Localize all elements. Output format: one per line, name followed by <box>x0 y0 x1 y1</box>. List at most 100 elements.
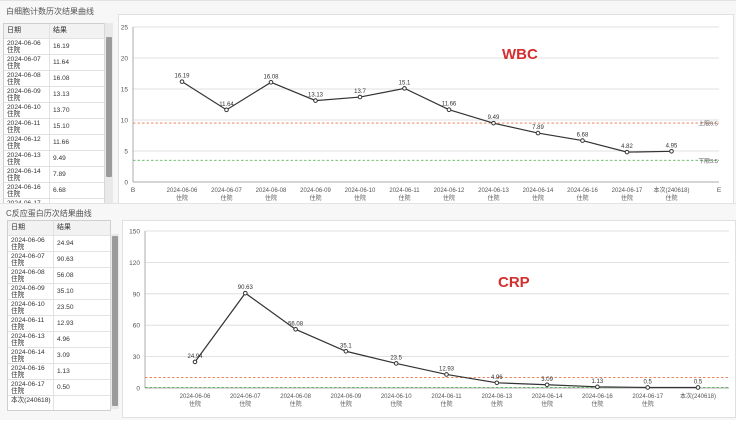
result-cell: 16.08 <box>53 75 70 82</box>
date-value: 2024-06-10 <box>11 300 45 308</box>
x-tick-label: 2024-06-16 <box>582 394 613 400</box>
visit-type: 住院 <box>7 78 21 86</box>
data-point <box>243 290 248 296</box>
x-tick-label: 2024-06-09 <box>300 188 331 194</box>
visit-type: 住院 <box>7 126 21 134</box>
x-tick-sublabel: 住院 <box>189 400 201 408</box>
table-row[interactable]: 本次(240618) <box>8 396 110 410</box>
x-tick-label: 2024-06-07 <box>211 188 242 194</box>
y-tick-label: 20 <box>121 56 129 63</box>
table-row[interactable]: 2024-06-14 住院 3.09 <box>8 348 110 364</box>
date-cell: 2024-06-14 住院 <box>4 167 50 182</box>
date-value: 2024-06-17 <box>11 380 45 388</box>
x-tick-sublabel: 住院 <box>642 400 654 408</box>
table-row[interactable]: 2024-06-06 住院 24.94 <box>8 236 110 252</box>
wbc-table-scrollbar[interactable] <box>104 23 113 203</box>
date-cell: 2024-06-16 住院 <box>4 183 50 198</box>
date-cell: 本次(240618) <box>8 396 54 410</box>
table-row[interactable]: 2024-06-11 住院 12.93 <box>8 316 110 332</box>
x-tick-sublabel: 住院 <box>665 194 677 202</box>
crp-panel: C反应蛋白历次结果曲线 日期 结果 2024-06-06 住院 24.94 2024-… <box>0 203 736 420</box>
crp-line-chart: 03060901201502024-06-06住院2024-06-07住院202… <box>129 229 729 408</box>
table-row[interactable]: 2024-06-07 住院 11.64 <box>4 55 104 71</box>
scrollbar-thumb[interactable] <box>112 236 118 406</box>
table-row[interactable]: 2024-06-09 住院 35.10 <box>8 284 110 300</box>
data-point <box>179 79 185 84</box>
date-value: 2024-06-07 <box>11 252 45 260</box>
table-row[interactable]: 2024-06-10 住院 13.70 <box>4 103 104 119</box>
y-tick-label: 120 <box>129 260 140 267</box>
visit-type: 住院 <box>11 291 25 299</box>
table-row[interactable]: 2024-06-16 住院 1.13 <box>8 364 110 380</box>
date-cell: 2024-06-10 住院 <box>4 103 50 118</box>
date-cell: 2024-06-14 住院 <box>8 348 54 363</box>
wbc-history-table: 日期 结果 2024-06-06 住院 16.19 2024-06-07 住院 11.64… <box>3 23 105 205</box>
visit-type: 住院 <box>11 355 25 363</box>
result-cell: 4.96 <box>57 336 70 343</box>
table-row[interactable]: 2024-06-07 住院 90.63 <box>8 252 110 268</box>
result-cell: 13.13 <box>53 91 70 98</box>
result-cell: 90.63 <box>57 256 74 263</box>
table-row[interactable]: 2024-06-14 住院 7.89 <box>4 167 104 183</box>
table-row[interactable]: 2024-06-17 住院 0.50 <box>8 380 110 396</box>
date-cell: 2024-06-12 住院 <box>4 135 50 150</box>
result-cell: 9.49 <box>53 155 66 162</box>
y-tick-label: 25 <box>121 25 129 32</box>
data-point <box>695 385 701 390</box>
date-value: 2024-06-14 <box>11 348 45 356</box>
x-tick-label: 2024-06-16 <box>567 188 598 194</box>
result-cell: 0.50 <box>57 384 70 391</box>
date-value: 2024-06-13 <box>11 332 45 340</box>
date-value: 2024-06-16 <box>11 364 45 372</box>
scrollbar-thumb[interactable] <box>106 37 112 177</box>
date-value: 2024-06-06 <box>7 39 41 47</box>
x-tick-label: 2024-06-13 <box>478 188 509 194</box>
crp-table-scrollbar[interactable] <box>110 234 119 409</box>
x-tick-label: 2024-06-14 <box>532 394 563 400</box>
visit-type: 住院 <box>11 243 25 251</box>
x-tick-label: 2024-06-08 <box>256 188 287 194</box>
data-point <box>669 149 674 154</box>
table-row[interactable]: 2024-06-10 住院 23.50 <box>8 300 110 316</box>
table-row[interactable]: 2024-06-12 住院 11.66 <box>4 135 104 151</box>
date-cell: 2024-06-13 住院 <box>4 151 50 166</box>
date-column-header: 日期 <box>4 24 50 38</box>
table-row[interactable]: 2024-06-13 住院 9.49 <box>4 151 104 167</box>
date-cell: 2024-06-06 住院 <box>8 236 54 251</box>
table-row[interactable]: 2024-06-08 住院 16.08 <box>4 71 104 87</box>
x-tick-label: 2024-06-17 <box>612 188 643 194</box>
date-cell: 2024-06-11 住院 <box>8 316 54 331</box>
data-point <box>268 80 274 85</box>
table-header: 日期 结果 <box>4 24 104 39</box>
wbc-panel-title: 白细胞计数历次结果曲线 <box>6 7 94 16</box>
x-tick-sublabel: 住院 <box>487 194 499 202</box>
y-tick-label: 30 <box>133 354 141 361</box>
date-cell: 2024-06-09 住院 <box>8 284 54 299</box>
table-row[interactable]: 2024-06-11 住院 15.10 <box>4 119 104 135</box>
date-value: 2024-06-11 <box>11 316 45 324</box>
x-axis-start-label: B <box>131 187 135 194</box>
x-tick-sublabel: 住院 <box>176 194 188 202</box>
table-row[interactable]: 2024-06-09 住院 13.13 <box>4 87 104 103</box>
table-row[interactable]: 2024-06-13 住院 4.96 <box>8 332 110 348</box>
x-tick-sublabel: 住院 <box>309 194 321 202</box>
visit-type: 住院 <box>7 190 21 198</box>
table-row[interactable]: 2024-06-08 住院 56.08 <box>8 268 110 284</box>
data-label: 4.95 <box>666 143 678 149</box>
table-row[interactable]: 2024-06-06 住院 16.19 <box>4 39 104 55</box>
result-cell: 56.08 <box>57 272 74 279</box>
visit-type: 住院 <box>11 307 25 315</box>
result-cell: 11.66 <box>53 139 70 146</box>
date-value: 2024-06-16 <box>7 183 41 191</box>
table-row[interactable]: 2024-06-16 住院 6.68 <box>4 183 104 199</box>
x-tick-label: 2024-06-11 <box>389 188 420 194</box>
x-tick-sublabel: 住院 <box>354 194 366 202</box>
y-tick-label: 0 <box>124 180 128 187</box>
x-tick-sublabel: 住院 <box>220 194 232 202</box>
x-tick-sublabel: 住院 <box>440 400 452 408</box>
visit-type: 住院 <box>11 371 25 379</box>
result-cell: 7.89 <box>53 171 66 178</box>
date-value: 2024-06-14 <box>7 167 41 175</box>
date-value: 2024-06-06 <box>11 236 45 244</box>
